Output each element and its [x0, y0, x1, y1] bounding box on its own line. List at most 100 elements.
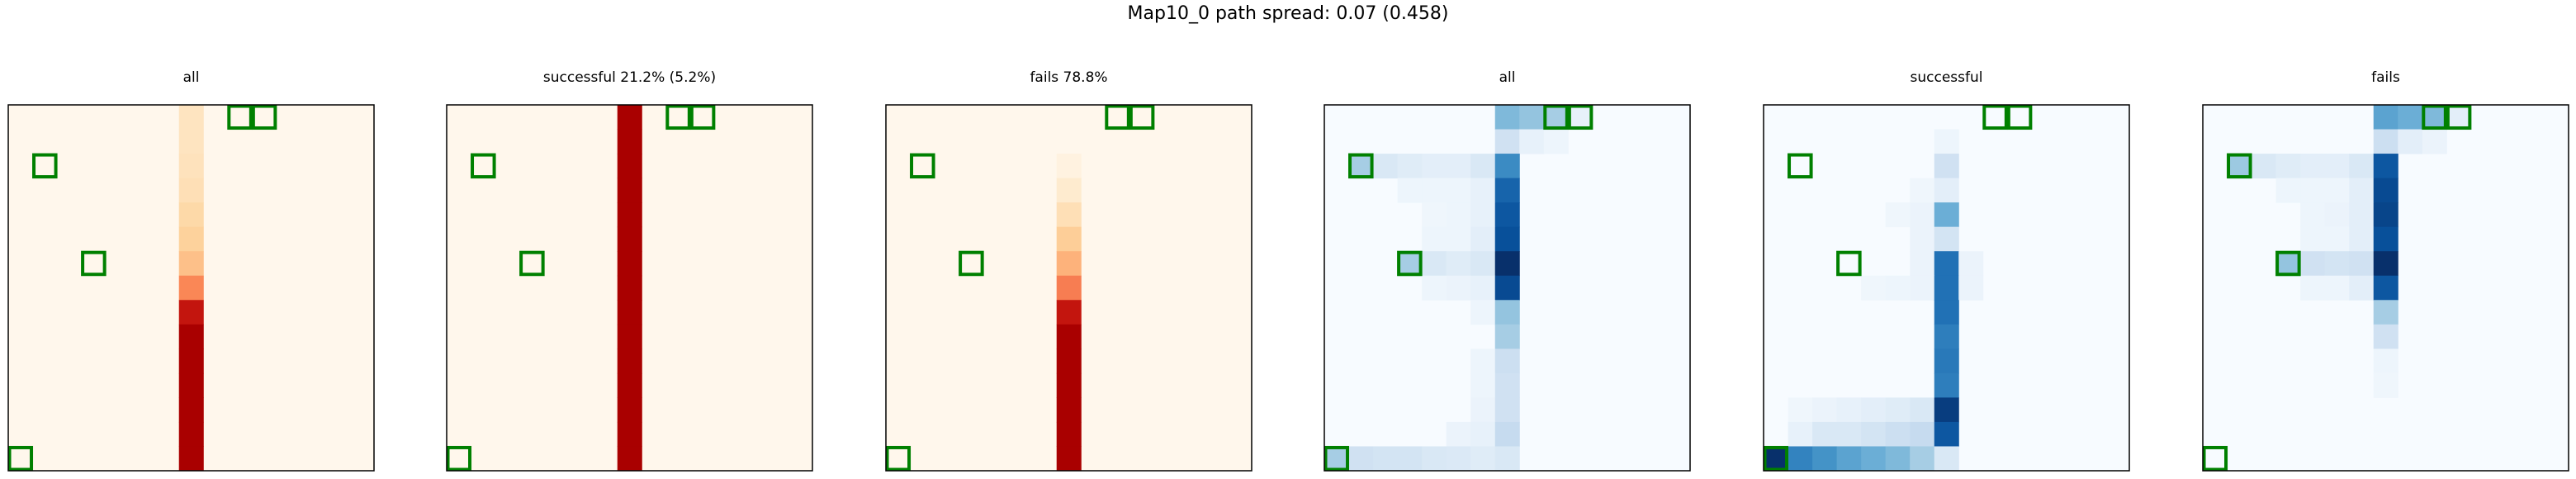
heatmap-cell [1422, 275, 1447, 301]
heatmap-cell [1934, 421, 1959, 447]
heatmap-cell [1910, 202, 1935, 228]
heatmap-cell [1348, 446, 1374, 472]
heatmap-cell [178, 300, 204, 325]
heatmap-cell [2349, 275, 2375, 301]
marker-square [1105, 104, 1130, 130]
heatmap-cell [1861, 275, 1887, 301]
heatmap-cell [1494, 226, 1520, 252]
heatmap-cell [1934, 397, 1959, 423]
heatmap-cell [1543, 129, 1569, 154]
heatmap-cell [1910, 275, 1935, 301]
heatmap-cell [1788, 446, 1813, 472]
heatmap-cell [1397, 446, 1423, 472]
heatmap-cell [2373, 105, 2398, 130]
heatmap-cell [2398, 129, 2423, 154]
marker-square [251, 104, 277, 130]
heatmap-cell [178, 251, 204, 277]
marker-square [227, 104, 253, 130]
panel-title-3: fails 78.8% [1030, 69, 1108, 86]
heatmap-cell [1470, 300, 1496, 325]
heatmap-cell [2300, 154, 2326, 179]
heatmap-cell [1446, 154, 1471, 179]
heatmap-cell [1934, 275, 1959, 301]
heatmap-cell [2300, 251, 2326, 277]
heatmap-cell [1056, 446, 1082, 472]
heatmap-cell [1422, 154, 1447, 179]
heatmap-cell [1446, 178, 1471, 203]
heatmap-cell [2275, 154, 2301, 179]
heatmap-panel-5 [1763, 104, 2130, 472]
marker-square [519, 250, 545, 277]
heatmap-cell [1494, 421, 1520, 447]
panel-frame [7, 104, 375, 472]
marker-square [1324, 445, 1350, 472]
heatmap-cell [2373, 129, 2398, 154]
heatmap-cell [617, 154, 642, 179]
heatmap-cell [1056, 202, 1082, 228]
heatmap-cell [2324, 178, 2350, 203]
heatmap-cell [1470, 202, 1496, 228]
heatmap-cell [1446, 226, 1471, 252]
marker-square [1836, 250, 1862, 277]
heatmap-cell [2300, 275, 2326, 301]
heatmap-cell [1422, 251, 1447, 277]
heatmap-cell [1470, 372, 1496, 398]
heatmap-cell [1861, 446, 1887, 472]
heatmap-cell [617, 129, 642, 154]
heatmap-cell [1494, 129, 1520, 154]
heatmap-cell [1422, 178, 1447, 203]
heatmap-cell [2373, 178, 2398, 203]
heatmap-cell [1934, 446, 1959, 472]
heatmap-cell [1397, 154, 1423, 179]
heatmap-cell [617, 324, 642, 349]
marker-square [1788, 153, 1813, 179]
heatmap-cell [1470, 421, 1496, 447]
heatmap-cell [2324, 202, 2350, 228]
heatmap-cell [2422, 105, 2447, 130]
heatmap-cell [1373, 154, 1399, 179]
marker-square [471, 153, 496, 179]
heatmap-cell [617, 421, 642, 447]
heatmap-cell [1836, 421, 1862, 447]
heatmap-cell [1056, 275, 1082, 301]
heatmap-cell [1934, 202, 1959, 228]
heatmap-cell [2252, 154, 2277, 179]
panel-frame [2202, 104, 2569, 472]
heatmap-panel-2 [446, 104, 813, 472]
panel-title-4: all [1499, 69, 1516, 86]
heatmap-cell [2373, 154, 2398, 179]
heatmap-cell [1934, 324, 1959, 349]
heatmap-cell [1494, 178, 1520, 203]
marker-square [2006, 104, 2033, 130]
heatmap-cell [1519, 105, 1545, 130]
heatmap-cell [178, 324, 204, 349]
heatmap-cell [1568, 105, 1593, 130]
heatmap-cell [1934, 178, 1959, 203]
heatmap-cell [2373, 300, 2398, 325]
heatmap-cell [1494, 372, 1520, 398]
heatmap-cell [1056, 154, 1082, 179]
marker-square [959, 250, 984, 277]
heatmap-cell [178, 129, 204, 154]
marker-square [1397, 250, 1423, 277]
marker-square [1567, 104, 1593, 130]
heatmap-panel-1 [7, 104, 375, 472]
heatmap-cell [1494, 251, 1520, 277]
heatmap-cell [178, 178, 204, 203]
marker-square [7, 445, 34, 472]
marker-square [1348, 153, 1374, 179]
panel-title-1: all [182, 69, 200, 86]
heatmap-cell [1494, 349, 1520, 374]
heatmap-cell [1812, 397, 1838, 423]
marker-square [2446, 104, 2472, 130]
heatmap-panel-4 [1324, 104, 1691, 472]
heatmap-cell [617, 397, 642, 423]
heatmap-cell [1519, 129, 1545, 154]
heatmap-cell [1885, 275, 1911, 301]
heatmap-cell [1446, 421, 1471, 447]
heatmap-cell [1958, 251, 1984, 277]
heatmap-cell [1494, 300, 1520, 325]
heatmap-cell [617, 105, 642, 130]
heatmap-cell [1446, 446, 1471, 472]
heatmap-cell [1910, 397, 1935, 423]
